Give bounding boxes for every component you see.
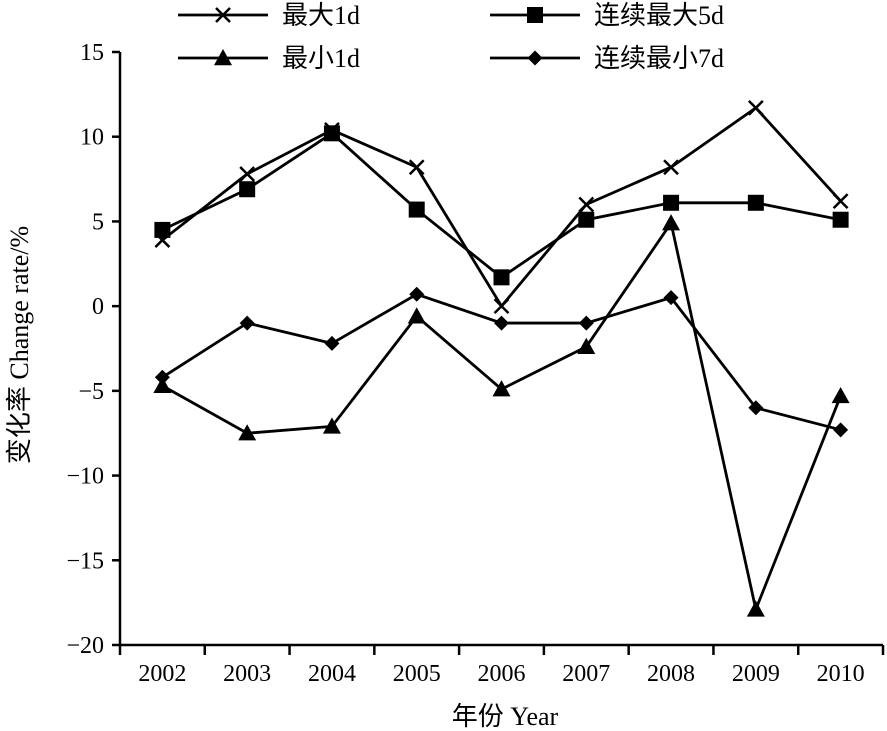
data-point — [154, 369, 170, 385]
y-tick-label: −20 — [66, 633, 104, 659]
series-4 — [154, 286, 849, 438]
data-point — [746, 600, 765, 617]
legend-marker — [527, 50, 543, 66]
series — [153, 100, 850, 617]
data-point — [832, 211, 849, 228]
data-point — [239, 166, 256, 182]
data-point — [408, 159, 425, 176]
y-tick-label: 0 — [92, 294, 104, 320]
axes — [118, 52, 883, 647]
legend-marker — [215, 7, 231, 23]
data-point — [578, 315, 594, 331]
series-2 — [154, 125, 849, 286]
data-point — [832, 193, 849, 209]
legend: 最大1d 连续最大5d 最小1d 连续最小7d — [0, 0, 887, 76]
data-point — [663, 194, 680, 211]
y-tick-label: 15 — [80, 40, 104, 66]
y-tick-label: −5 — [78, 379, 104, 405]
legend-item-4: 连续最小7d — [490, 44, 724, 73]
x-tick-label: 2009 — [732, 661, 780, 687]
legend-marker — [527, 7, 543, 23]
y-tick-label: 5 — [92, 209, 104, 235]
x-tick-label: 2004 — [308, 661, 356, 687]
series-1 — [154, 100, 849, 315]
y-tick-label: −15 — [66, 548, 104, 574]
y-ticks: 15 10 5 0 −5 −10 −15 −20 — [66, 40, 120, 659]
data-point — [578, 211, 595, 228]
data-point — [747, 100, 764, 116]
legend-marker — [214, 49, 232, 66]
data-point — [577, 337, 596, 355]
legend-label: 最大1d — [282, 1, 360, 30]
data-point — [493, 298, 510, 315]
x-tick-label: 2005 — [393, 661, 441, 687]
series-line — [161, 292, 841, 432]
data-point — [153, 376, 172, 393]
data-point — [748, 400, 764, 416]
x-tick-label: 2006 — [478, 661, 526, 687]
legend-item-2: 连续最大5d — [490, 1, 724, 30]
data-point — [154, 221, 171, 238]
data-point — [663, 159, 679, 176]
data-point — [409, 286, 425, 302]
y-tick-label: −10 — [66, 464, 104, 490]
legend-item-3: 最小1d — [178, 44, 360, 73]
series-3 — [153, 214, 850, 617]
legend-label: 连续最大5d — [594, 1, 724, 30]
data-point — [322, 417, 341, 434]
data-point — [408, 201, 425, 218]
x-tick-label: 2007 — [562, 661, 610, 687]
y-tick-label: 10 — [80, 125, 104, 151]
data-point — [239, 315, 255, 331]
data-point — [239, 181, 256, 198]
data-point — [407, 307, 426, 324]
x-ticks: 2002 2003 2004 2005 2006 2007 2008 2009 2010 — [118, 645, 885, 687]
y-axis-title: 变化率 Change rate/% — [5, 226, 34, 464]
data-point — [662, 214, 681, 231]
legend-item-1: 最大1d — [178, 1, 360, 30]
data-point — [578, 196, 595, 213]
data-point — [833, 422, 849, 438]
x-axis-title: 年份 Year — [452, 702, 559, 731]
x-tick-label: 2003 — [223, 661, 271, 687]
x-tick-label: 2010 — [817, 661, 865, 687]
data-point — [324, 335, 340, 351]
data-point — [494, 315, 509, 331]
x-tick-label: 2002 — [138, 661, 186, 687]
data-point — [747, 194, 764, 211]
data-point — [323, 125, 340, 142]
x-tick-label: 2008 — [647, 661, 695, 687]
series-line — [161, 131, 841, 280]
data-point — [663, 290, 679, 306]
data-point — [492, 380, 511, 397]
data-point — [831, 386, 850, 404]
legend-label: 连续最小7d — [594, 44, 724, 73]
legend-background — [0, 0, 887, 76]
data-point — [238, 424, 257, 441]
data-point — [493, 269, 510, 286]
legend-label: 最小1d — [282, 44, 360, 73]
